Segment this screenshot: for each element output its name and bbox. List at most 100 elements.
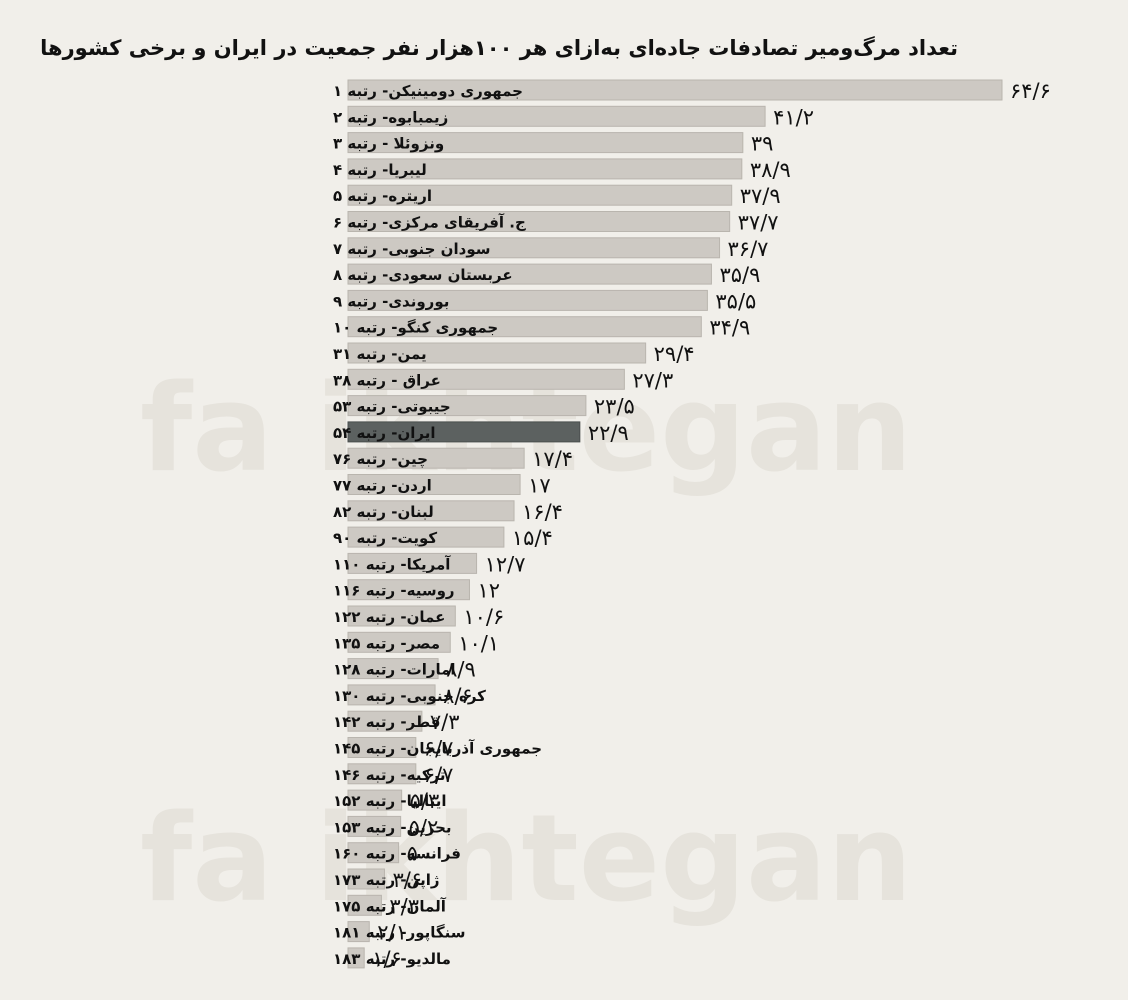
category-label: اردن- رتبه ۷۷ [333, 477, 432, 495]
value-label: ۲۳/۵ [594, 395, 635, 419]
category-label: بحرین- رتبه ۱۵۳ [333, 818, 452, 836]
category-label: بوروندی- رتبه ۹ [333, 292, 449, 310]
value-label: ۲۹/۴ [654, 342, 695, 366]
category-label: ژاپن- رتبه ۱۷۳ [333, 871, 440, 890]
category-label: جیبوتی- رتبه ۵۳ [333, 398, 451, 416]
category-label: روسیه- رتبه ۱۱۶ [333, 582, 455, 600]
bar [347, 579, 470, 601]
category-label: مالدیو- رتبه ۱۸۳ [333, 950, 451, 968]
bar [347, 921, 370, 943]
bar [347, 447, 525, 469]
watermark-text: fa ikhtegan [140, 790, 912, 929]
value-label: ۳/۶ [392, 868, 422, 892]
bars-layer [347, 79, 1003, 969]
bar [347, 815, 402, 837]
bar [347, 684, 436, 706]
bar [347, 237, 721, 259]
bar [347, 894, 382, 916]
bar [347, 789, 403, 811]
bar [347, 421, 581, 443]
category-label: جمهوری دومینیکن- رتبه ۱ [333, 82, 523, 100]
value-label: ۱۰/۱ [458, 631, 499, 655]
value-label: ۳۴/۹ [709, 316, 750, 340]
value-label: ۱۷ [528, 474, 551, 498]
category-label: ونزوئلا - رتبه ۳ [333, 135, 444, 153]
value-label: ۳/۳ [389, 894, 419, 918]
value-label: ۱۰/۶ [463, 605, 504, 629]
value-label: ۱/۶ [372, 947, 402, 971]
category-label: لبنان- رتبه ۸۲ [333, 503, 434, 521]
value-label: ۶/۷ [424, 737, 454, 761]
value-label: ۶۴/۶ [1010, 79, 1051, 103]
value-label: ۳۸/۹ [750, 158, 791, 182]
category-label: یمن- رتبه ۳۱ [333, 345, 427, 363]
bar [347, 631, 451, 653]
bar [347, 395, 587, 417]
category-label: عراق - رتبه ۳۸ [333, 371, 441, 389]
category-label: قطر- رتبه ۱۴۲ [333, 713, 440, 731]
category-label: سودان جنوبی- رتبه ۷ [333, 240, 490, 258]
category-label: ایتالیا- رتبه ۱۵۲ [333, 792, 447, 810]
bar [347, 526, 505, 548]
category-label: اریتره- رتبه ۵ [333, 187, 432, 205]
bar [347, 710, 423, 732]
value-label: ۱۲ [477, 579, 500, 603]
value-label: ۳۶/۷ [728, 237, 769, 261]
category-label: آمریکا- رتبه ۱۱۰ [333, 555, 451, 573]
bar [347, 105, 766, 127]
bar [347, 158, 743, 180]
bar [347, 842, 400, 864]
chart-title: تعداد مرگ‌ومیر تصادفات جاده‌ای به‌ازای ه… [40, 36, 958, 60]
value-label: ۳۵/۹ [719, 263, 760, 287]
category-labels-layer: جمهوری دومینیکن- رتبه ۱ زیمبابوه- رتبه ۲ و… [333, 82, 542, 968]
value-label: ۸/۹ [446, 658, 476, 682]
bar [347, 500, 515, 522]
category-label: لیبریا- رتبه ۴ [333, 161, 427, 179]
bar [347, 368, 625, 390]
category-label: عربستان سعودی- رتبه ۸ [333, 266, 513, 284]
value-label: ۱۷/۴ [532, 447, 573, 471]
category-label: ج. آفریقای مرکزی- رتبه ۶ [333, 214, 526, 232]
category-label: امارات- رتبه ۱۲۸ [333, 661, 456, 679]
category-label: عمان- رتبه ۱۲۲ [333, 608, 445, 626]
bar [347, 658, 439, 680]
bar [347, 474, 521, 495]
value-label: ۲۲/۹ [588, 421, 629, 445]
value-label: ۱۲/۷ [485, 552, 526, 576]
value-label: ۲/۱ [377, 921, 407, 945]
bar [347, 184, 733, 206]
bar [347, 342, 647, 364]
value-label: ۱۵/۴ [512, 526, 553, 550]
category-label: ایران- رتبه ۵۴ [333, 424, 436, 442]
category-label: کویت- رتبه ۹۰ [333, 529, 437, 547]
bar [347, 132, 744, 154]
bar [347, 552, 478, 574]
value-label: ۱۶/۴ [522, 500, 563, 524]
value-label: ۳۷/۷ [738, 211, 779, 235]
bar [347, 289, 708, 311]
category-label: چین- رتبه ۷۶ [333, 450, 428, 469]
bar [347, 211, 731, 232]
value-label: ۳۵/۵ [715, 289, 756, 313]
category-label: مصر- رتبه ۱۳۵ [333, 634, 440, 652]
bar [347, 868, 385, 890]
value-label: ۶/۷ [424, 763, 454, 787]
value-label: ۵/۲ [409, 815, 439, 839]
bar [347, 79, 1003, 101]
value-label: ۳۷/۹ [740, 184, 781, 208]
bar [347, 316, 702, 338]
value-label: ۴۱/۲ [773, 105, 814, 129]
category-label: زیمبابوه- رتبه ۲ [333, 108, 448, 126]
bar [347, 763, 417, 785]
value-label: ۲۷/۳ [632, 368, 673, 392]
category-label: جمهوری آذربایجان- رتبه ۱۴۵ [333, 740, 542, 758]
category-label: کره جنوبی- رتبه ۱۳۰ [333, 687, 486, 705]
value-label: ۸/۶ [443, 684, 473, 708]
value-label: ۵/۳ [410, 789, 440, 813]
value-label: ۳۹ [751, 132, 774, 156]
bar [347, 737, 417, 758]
